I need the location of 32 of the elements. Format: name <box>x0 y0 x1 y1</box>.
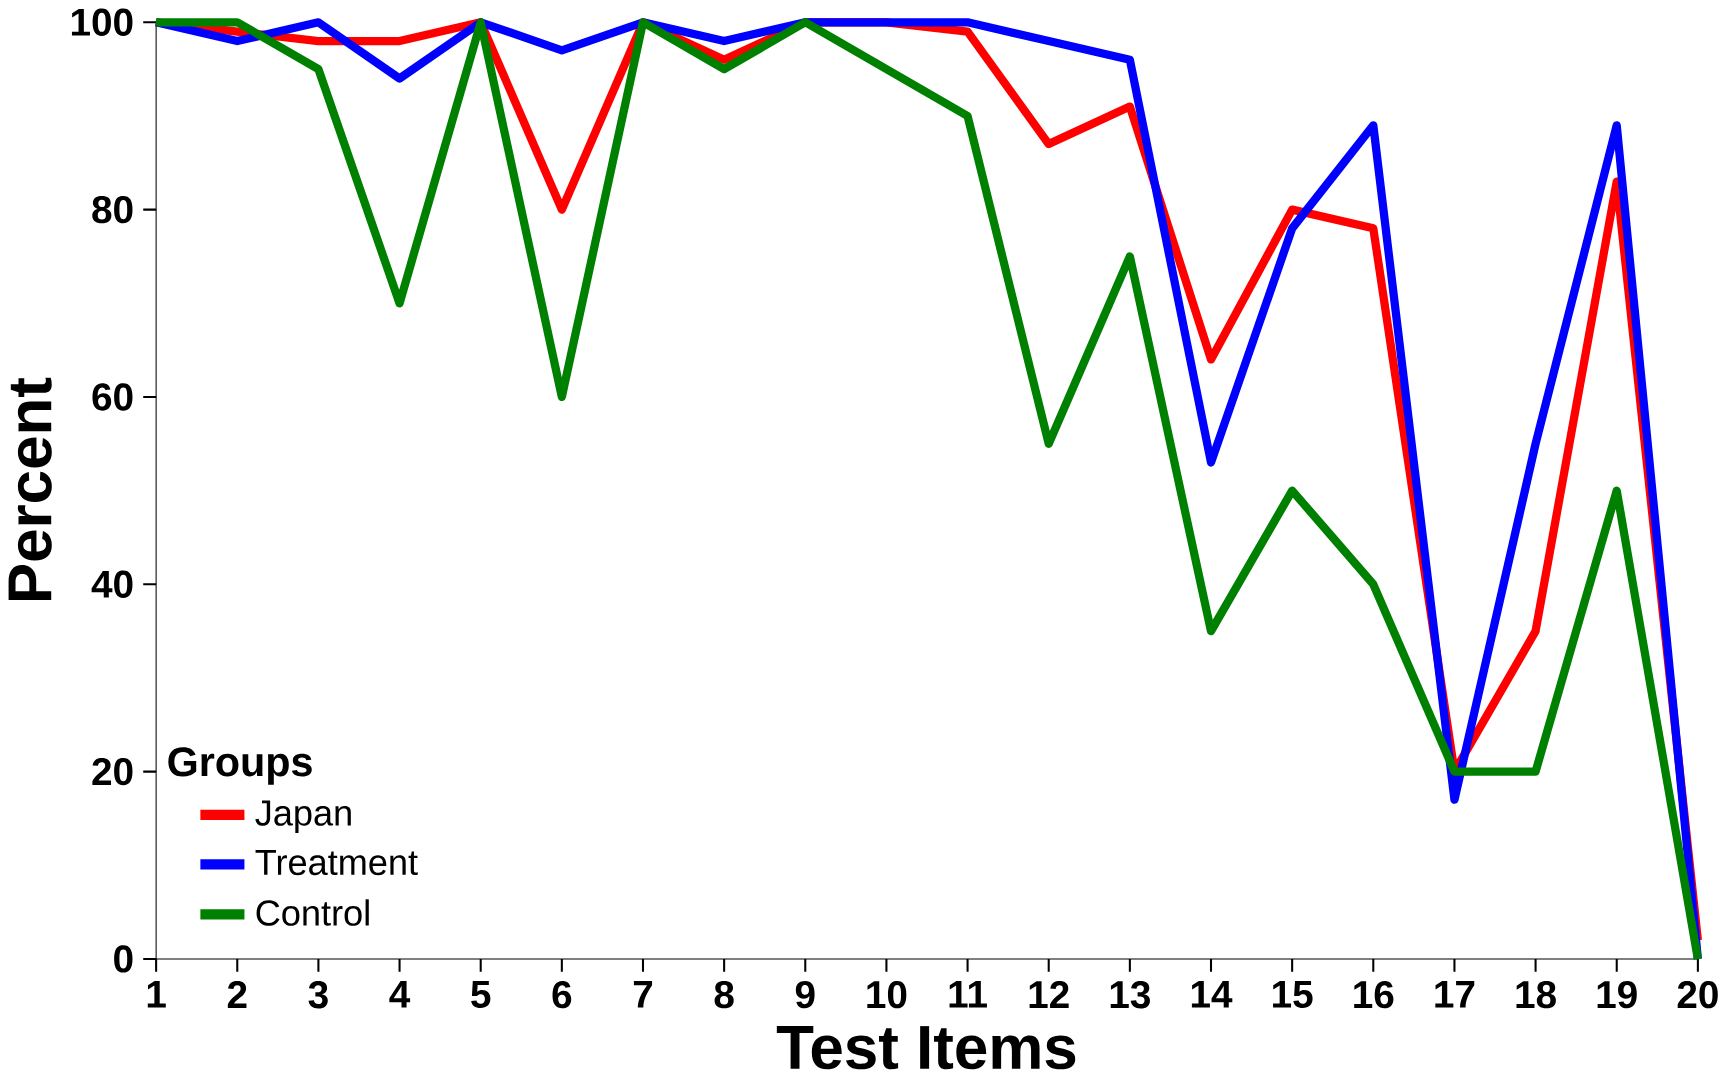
legend-label: Japan <box>255 800 351 833</box>
y-tick-label: 60 <box>92 383 133 411</box>
legend-label: Treatment <box>255 849 418 876</box>
x-tick-label: 12 <box>1029 980 1069 1009</box>
y-axis-title: Percent <box>8 377 52 601</box>
x-tick-label: 14 <box>1191 980 1233 1008</box>
x-tick-label: 18 <box>1516 980 1556 1009</box>
y-tick-label: 0 <box>114 945 133 973</box>
x-tick-label: 4 <box>389 980 411 1008</box>
legend-label: Control <box>256 899 369 926</box>
x-tick-label: 1 <box>147 980 166 1008</box>
x-axis-title: Test Items <box>776 1026 1076 1070</box>
y-tick-label: 80 <box>92 195 133 224</box>
x-tick-label: 15 <box>1273 980 1313 1008</box>
x-tick-label: 20 <box>1677 980 1718 1009</box>
y-tick-label: 20 <box>92 757 133 786</box>
x-tick-label: 10 <box>867 980 907 1009</box>
x-tick-label: 9 <box>795 980 815 1009</box>
x-tick-label: 17 <box>1435 980 1475 1008</box>
x-tick-label: 16 <box>1354 980 1394 1009</box>
x-tick-label: 6 <box>552 980 572 1009</box>
y-tick-label: 100 <box>71 8 133 37</box>
x-tick-label: 7 <box>633 980 653 1008</box>
x-tick-label: 3 <box>308 980 328 1009</box>
x-tick-label: 8 <box>714 980 734 1009</box>
x-tick-label: 19 <box>1597 980 1637 1009</box>
legend-title: Groups <box>168 747 312 785</box>
x-tick-label: 11 <box>949 980 987 1008</box>
x-tick-label: 13 <box>1110 980 1150 1009</box>
y-tick-label: 40 <box>91 570 133 598</box>
x-tick-label: 5 <box>471 980 491 1008</box>
x-tick-label: 2 <box>227 980 247 1009</box>
